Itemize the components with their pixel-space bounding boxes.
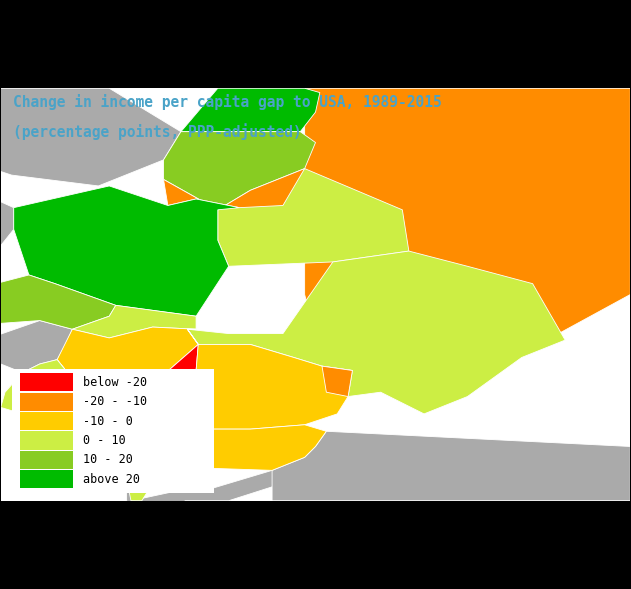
Polygon shape <box>127 449 153 501</box>
Text: -20 - -10: -20 - -10 <box>83 395 146 408</box>
Polygon shape <box>14 186 240 316</box>
Polygon shape <box>272 431 630 501</box>
Text: -10 - 0: -10 - 0 <box>83 415 133 428</box>
Polygon shape <box>153 425 207 490</box>
Text: 10 - 20: 10 - 20 <box>83 454 133 466</box>
Text: above 20: above 20 <box>83 473 139 486</box>
Polygon shape <box>218 168 409 266</box>
Polygon shape <box>127 471 283 522</box>
Text: below -20: below -20 <box>83 376 146 389</box>
Polygon shape <box>181 88 320 132</box>
Polygon shape <box>187 251 565 414</box>
Polygon shape <box>163 132 316 210</box>
Polygon shape <box>5 360 66 392</box>
Polygon shape <box>0 275 115 329</box>
Polygon shape <box>0 186 14 353</box>
Bar <box>20 470 73 488</box>
Text: (percentage points, PPP-adjusted): (percentage points, PPP-adjusted) <box>13 123 302 140</box>
Polygon shape <box>1 360 120 436</box>
Polygon shape <box>142 425 174 468</box>
Polygon shape <box>57 327 198 381</box>
Polygon shape <box>187 329 352 429</box>
Text: Change in income per capita gap to USA, 1989-2015: Change in income per capita gap to USA, … <box>13 94 442 110</box>
Bar <box>20 412 73 430</box>
Bar <box>20 393 73 411</box>
Polygon shape <box>107 422 142 466</box>
Bar <box>20 373 73 392</box>
Bar <box>12 369 213 492</box>
Polygon shape <box>181 88 348 132</box>
Polygon shape <box>305 88 630 381</box>
Polygon shape <box>0 320 73 373</box>
Polygon shape <box>120 345 198 449</box>
Polygon shape <box>192 425 326 471</box>
Polygon shape <box>44 392 131 446</box>
Text: 0 - 10: 0 - 10 <box>83 434 126 447</box>
Polygon shape <box>0 88 181 186</box>
Bar <box>20 451 73 469</box>
Polygon shape <box>73 305 196 338</box>
Polygon shape <box>322 366 352 396</box>
Bar <box>20 432 73 449</box>
Polygon shape <box>163 168 305 210</box>
